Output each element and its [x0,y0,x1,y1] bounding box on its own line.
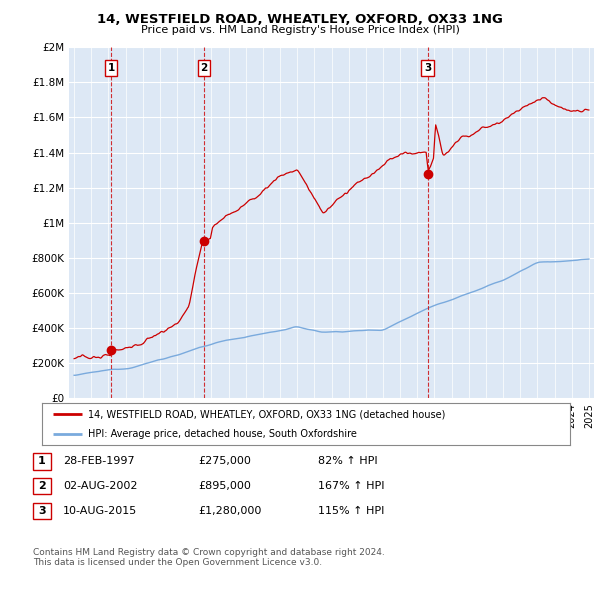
Text: £895,000: £895,000 [198,481,251,491]
Text: 115% ↑ HPI: 115% ↑ HPI [318,506,385,516]
Text: £1,280,000: £1,280,000 [198,506,262,516]
Text: 82% ↑ HPI: 82% ↑ HPI [318,457,377,466]
Text: 2: 2 [200,63,208,73]
Text: 2: 2 [38,481,46,491]
Text: 1: 1 [107,63,115,73]
Text: 3: 3 [38,506,46,516]
Text: 14, WESTFIELD ROAD, WHEATLEY, OXFORD, OX33 1NG (detached house): 14, WESTFIELD ROAD, WHEATLEY, OXFORD, OX… [88,409,446,419]
Text: Price paid vs. HM Land Registry's House Price Index (HPI): Price paid vs. HM Land Registry's House … [140,25,460,35]
Text: 14, WESTFIELD ROAD, WHEATLEY, OXFORD, OX33 1NG: 14, WESTFIELD ROAD, WHEATLEY, OXFORD, OX… [97,13,503,26]
Text: 1: 1 [38,457,46,466]
Text: HPI: Average price, detached house, South Oxfordshire: HPI: Average price, detached house, Sout… [88,429,358,439]
Text: 167% ↑ HPI: 167% ↑ HPI [318,481,385,491]
Text: Contains HM Land Registry data © Crown copyright and database right 2024.
This d: Contains HM Land Registry data © Crown c… [33,548,385,567]
Text: 3: 3 [424,63,431,73]
Text: 10-AUG-2015: 10-AUG-2015 [63,506,137,516]
Text: 28-FEB-1997: 28-FEB-1997 [63,457,134,466]
Text: £275,000: £275,000 [198,457,251,466]
Text: 02-AUG-2002: 02-AUG-2002 [63,481,137,491]
